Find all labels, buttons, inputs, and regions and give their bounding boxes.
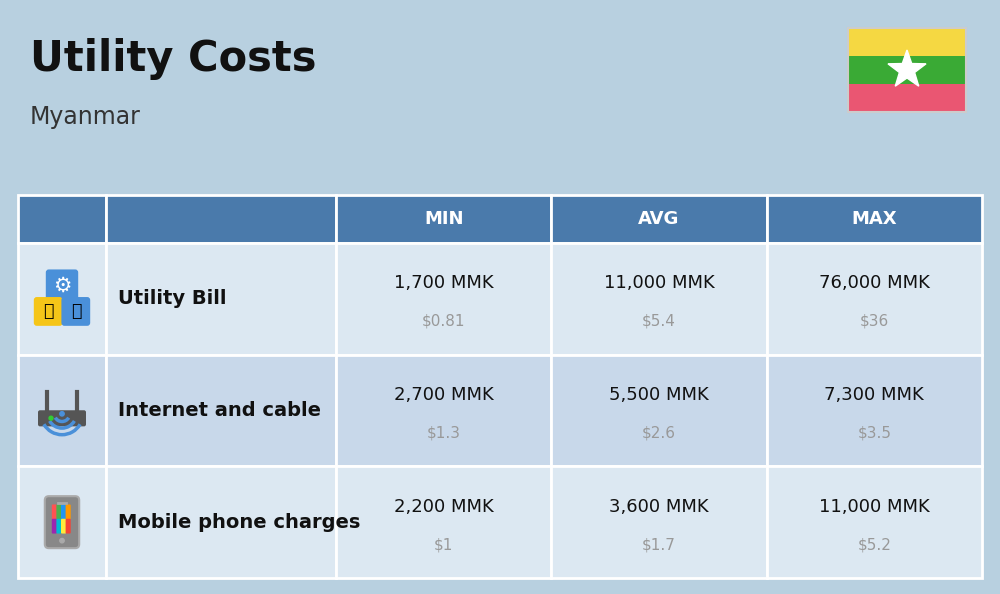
Bar xyxy=(767,243,982,355)
Bar xyxy=(551,195,767,243)
Bar xyxy=(18,195,106,243)
Text: AVG: AVG xyxy=(638,210,680,228)
Bar xyxy=(767,355,982,466)
Text: ⚙: ⚙ xyxy=(53,276,71,296)
FancyBboxPatch shape xyxy=(34,297,63,326)
FancyBboxPatch shape xyxy=(66,504,71,519)
Text: 76,000 MMK: 76,000 MMK xyxy=(819,274,930,292)
FancyBboxPatch shape xyxy=(56,519,62,533)
Text: 💧: 💧 xyxy=(71,302,81,320)
Bar xyxy=(18,466,106,578)
Polygon shape xyxy=(888,50,926,86)
Text: 5,500 MMK: 5,500 MMK xyxy=(609,386,709,404)
Text: 7,300 MMK: 7,300 MMK xyxy=(824,386,924,404)
Bar xyxy=(848,28,966,112)
Bar xyxy=(551,243,767,355)
Bar xyxy=(336,466,551,578)
FancyBboxPatch shape xyxy=(52,519,57,533)
FancyBboxPatch shape xyxy=(52,504,57,519)
Text: Internet and cable: Internet and cable xyxy=(118,401,321,420)
Text: Mobile phone charges: Mobile phone charges xyxy=(118,513,360,532)
FancyBboxPatch shape xyxy=(61,519,66,533)
FancyBboxPatch shape xyxy=(66,519,71,533)
Bar xyxy=(336,355,551,466)
Text: 2,200 MMK: 2,200 MMK xyxy=(394,498,494,516)
Circle shape xyxy=(60,412,64,416)
Text: $1.7: $1.7 xyxy=(642,537,676,552)
FancyBboxPatch shape xyxy=(56,504,62,519)
Text: 2,700 MMK: 2,700 MMK xyxy=(394,386,494,404)
Text: 1,700 MMK: 1,700 MMK xyxy=(394,274,493,292)
Circle shape xyxy=(49,416,53,420)
Text: 3,600 MMK: 3,600 MMK xyxy=(609,498,709,516)
FancyBboxPatch shape xyxy=(61,504,66,519)
Text: Utility Costs: Utility Costs xyxy=(30,38,316,80)
Text: 11,000 MMK: 11,000 MMK xyxy=(819,498,930,516)
Text: Myanmar: Myanmar xyxy=(30,105,141,129)
Bar xyxy=(767,195,982,243)
FancyBboxPatch shape xyxy=(45,496,79,548)
Text: 🔌: 🔌 xyxy=(43,302,53,320)
Bar xyxy=(848,28,966,56)
Bar xyxy=(336,195,551,243)
Bar xyxy=(106,466,336,578)
Text: $0.81: $0.81 xyxy=(422,314,465,328)
Bar xyxy=(106,195,336,243)
Text: MAX: MAX xyxy=(852,210,897,228)
Text: Utility Bill: Utility Bill xyxy=(118,289,226,308)
Text: $3.5: $3.5 xyxy=(857,425,891,440)
Text: $2.6: $2.6 xyxy=(642,425,676,440)
Text: $5.2: $5.2 xyxy=(857,537,891,552)
Text: $1: $1 xyxy=(434,537,453,552)
Bar xyxy=(767,466,982,578)
Bar xyxy=(551,355,767,466)
Text: 11,000 MMK: 11,000 MMK xyxy=(604,274,714,292)
Bar xyxy=(18,243,106,355)
Text: $36: $36 xyxy=(860,314,889,328)
FancyBboxPatch shape xyxy=(61,297,90,326)
Bar xyxy=(106,355,336,466)
Text: $5.4: $5.4 xyxy=(642,314,676,328)
Bar xyxy=(336,243,551,355)
Circle shape xyxy=(60,538,64,543)
Bar xyxy=(848,56,966,84)
FancyBboxPatch shape xyxy=(38,410,86,426)
Bar xyxy=(848,84,966,112)
FancyBboxPatch shape xyxy=(46,270,78,302)
Bar xyxy=(106,243,336,355)
Text: MIN: MIN xyxy=(424,210,463,228)
Text: $1.3: $1.3 xyxy=(427,425,461,440)
Bar xyxy=(551,466,767,578)
Bar xyxy=(18,355,106,466)
